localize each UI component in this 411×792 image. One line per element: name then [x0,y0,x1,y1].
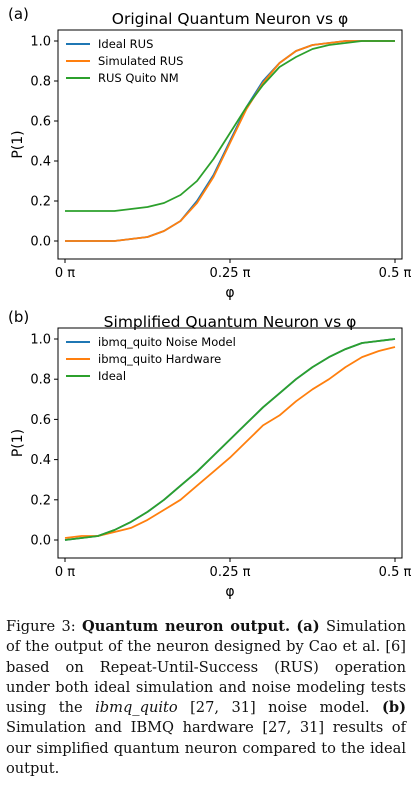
y-tick-label: 0.4 [30,155,51,170]
y-tick-label: 0.0 [30,534,51,549]
y-tick-label: 0.6 [30,115,51,130]
x-tick-label: 0.5 π [379,266,411,281]
legend-label-2: ibmq_quito Hardware [98,352,221,366]
series-line-2 [65,40,395,242]
y-tick-label: 1.0 [30,333,51,348]
figure-caption: Figure 3: Quantum neuron output. (a) Sim… [6,617,406,779]
legend-label-3: RUS Quito NM [98,71,179,85]
y-tick-label: 0.4 [30,453,51,468]
chart-title: Original Quantum Neuron vs φ [112,10,348,28]
x-tick-label: 0.25 π [210,565,251,580]
series-line-2 [64,346,396,539]
figure: (a) Original Quantum Neuron vs φ 0.0 0.2 0.4… [8,5,411,600]
x-tick-label: 0 π [55,565,75,580]
x-tick-label: 0 π [55,266,75,281]
legend-label-2: Simulated RUS [98,54,183,68]
legend-label-3: Ideal [98,369,126,383]
y-tick-label: 0.2 [30,493,51,508]
y-tick-label: 0.0 [30,235,51,250]
caption-figure-label: Figure 3: [6,618,76,635]
x-tick-label: 0.25 π [210,266,251,281]
series-line-3 [64,338,396,541]
panel-b: (b) Simplified Quantum Neuron vs φ 0.0 0.2 0… [8,308,411,600]
y-tick-label: 0.8 [30,373,51,388]
caption-part-b: (b) [381,699,406,717]
panel-a: (a) Original Quantum Neuron vs φ 0.0 0.2 0.4… [8,5,411,301]
caption-part-a: (a) [296,618,320,635]
y-axis-label: P(1) [10,130,26,158]
caption-text-a-end: [27, 31] noise model. [190,699,370,717]
caption-title: Quantum neuron output. [82,618,291,635]
x-tick-label: 0.5 π [379,565,411,580]
chart-title: Simplified Quantum Neuron vs φ [104,313,357,331]
x-axis-label: φ [225,285,234,301]
x-axis-label: φ [225,584,234,600]
y-tick-label: 1.0 [30,35,51,50]
caption-model-name: ibmq_quito [95,699,178,717]
y-tick-label: 0.2 [30,195,51,210]
y-tick-label: 0.8 [30,75,51,90]
legend-label-1: Ideal RUS [98,37,153,51]
caption-text-a: Simulation of the output of the neuron d… [6,618,407,717]
panel-label: (b) [8,308,29,326]
panel-label: (a) [8,5,29,23]
caption-text-b: Simulation and IBMQ hardware [27, 31] re… [6,719,406,778]
y-tick-label: 0.6 [30,413,51,428]
series-line-3 [65,40,395,212]
y-axis-label: P(1) [10,429,26,457]
legend-label-1: ibmq_quito Noise Model [98,335,236,349]
